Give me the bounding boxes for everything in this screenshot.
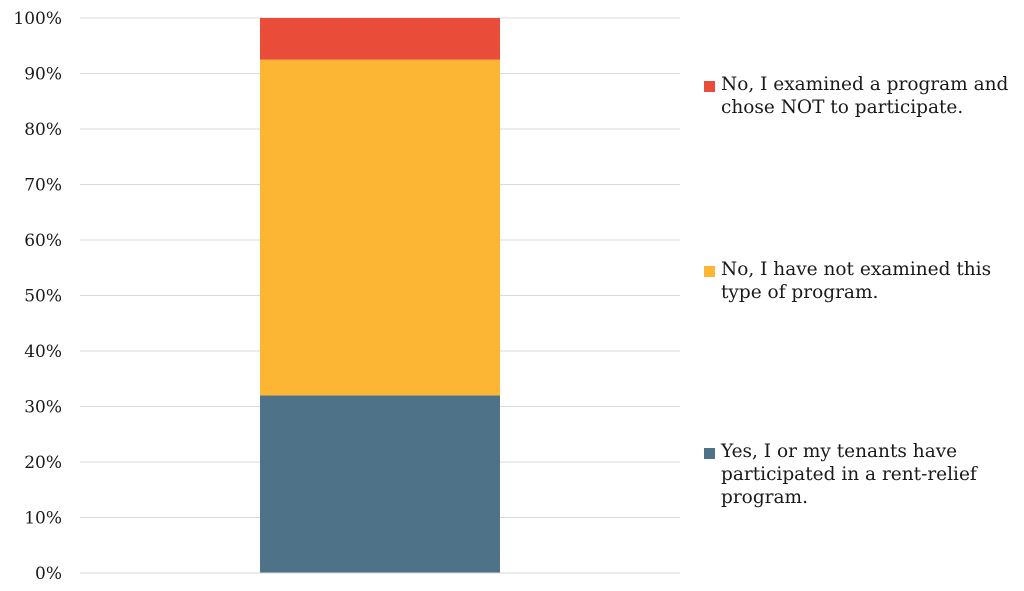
bar-segment-2 xyxy=(260,18,500,60)
legend-swatch-participated xyxy=(704,448,715,459)
y-tick-label: 50% xyxy=(24,287,62,307)
bar-segments xyxy=(260,18,500,573)
y-tick-label: 0% xyxy=(35,564,62,584)
y-tick-label: 20% xyxy=(24,453,62,473)
legend-label-not-examined: No, I have not examined this type of pro… xyxy=(721,259,992,303)
legend-label-participated: Yes, I or my tenants have participated i… xyxy=(721,441,977,508)
bar-segment-0 xyxy=(260,395,500,573)
legend-item-declined: No, I examined a program and chose NOT t… xyxy=(704,73,1022,119)
y-tick-label: 40% xyxy=(24,342,62,362)
y-tick-label: 90% xyxy=(24,65,62,85)
legend-item-participated: Yes, I or my tenants have participated i… xyxy=(704,440,1022,509)
y-axis-tick-labels: 0% 10% 20% 30% 40% 50% 60% 70% 80% 90% 100% xyxy=(13,9,62,584)
stacked-bar-chart: 0% 10% 20% 30% 40% 50% 60% 70% 80% 90% 100% xyxy=(13,9,680,584)
y-tick-label: 30% xyxy=(24,398,62,418)
legend-swatch-declined xyxy=(704,81,715,92)
legend-item-not-examined: No, I have not examined this type of pro… xyxy=(704,258,1022,304)
y-tick-label: 80% xyxy=(24,120,62,140)
legend-label-declined: No, I examined a program and chose NOT t… xyxy=(721,74,1009,118)
y-tick-label: 70% xyxy=(24,176,62,196)
bar-segment-1 xyxy=(260,59,500,396)
y-tick-label: 100% xyxy=(13,9,62,29)
y-tick-label: 10% xyxy=(24,509,62,529)
legend-swatch-not-examined xyxy=(704,266,715,277)
y-tick-label: 60% xyxy=(24,231,62,251)
